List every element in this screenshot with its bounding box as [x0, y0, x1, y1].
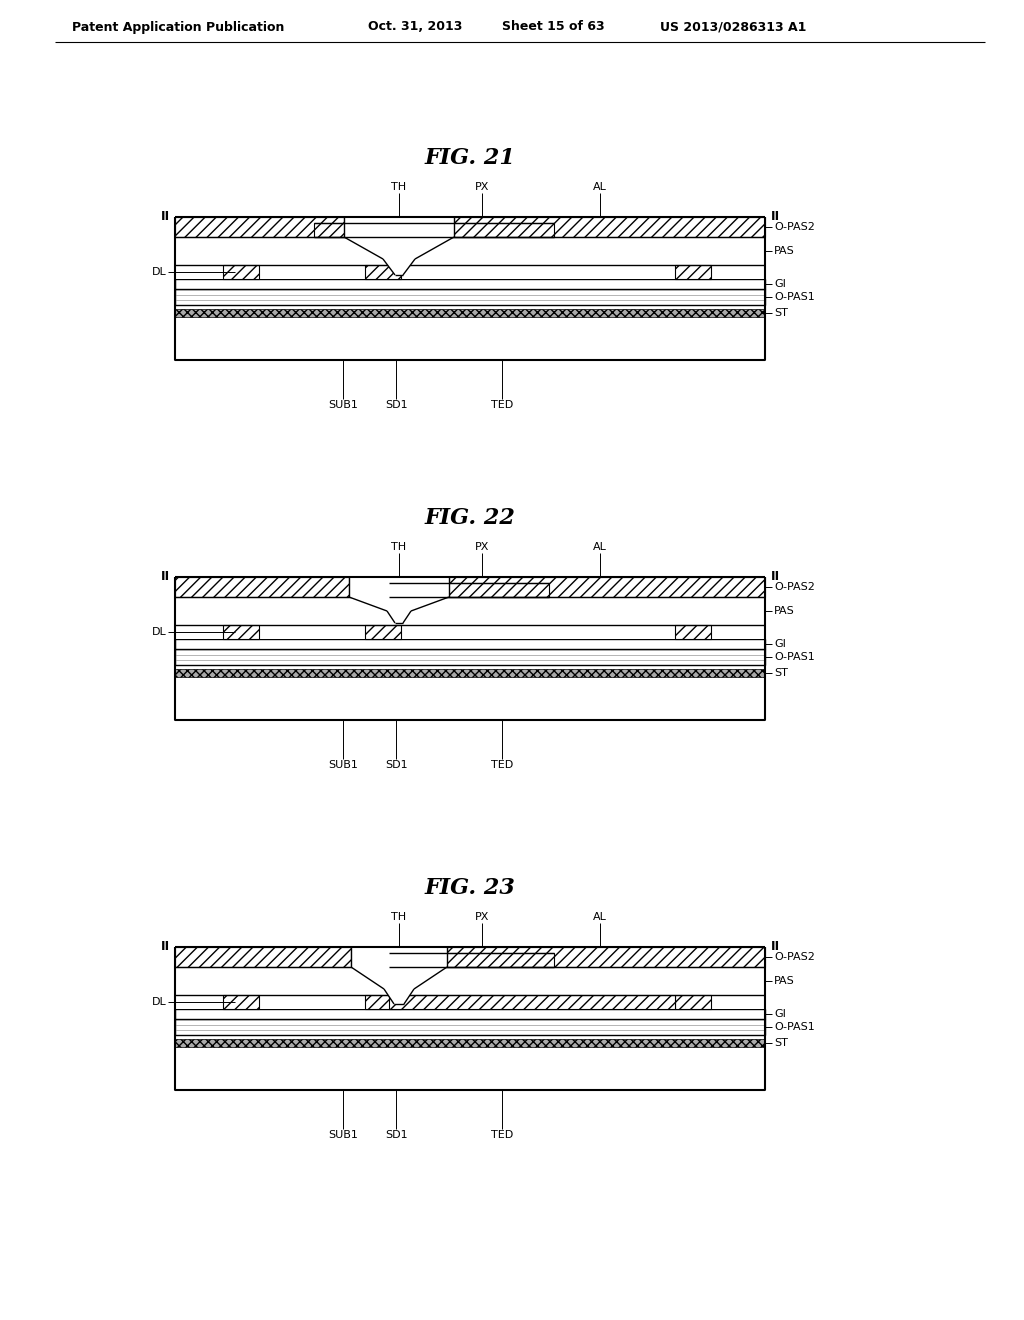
Bar	[175, 665, 765, 719]
Text: SD1: SD1	[385, 400, 408, 411]
Text: GI: GI	[774, 279, 785, 289]
Bar	[175, 1035, 765, 1090]
Text: Ⅱ: Ⅱ	[771, 210, 779, 223]
Text: TED: TED	[492, 760, 514, 770]
Text: SD1: SD1	[385, 760, 408, 770]
Text: Oct. 31, 2013: Oct. 31, 2013	[368, 21, 463, 33]
Text: Ⅱ: Ⅱ	[771, 940, 779, 953]
Text: TH: TH	[391, 543, 407, 552]
Text: O-PAS2: O-PAS2	[774, 582, 815, 591]
Text: DL: DL	[153, 627, 167, 638]
Bar	[175, 309, 765, 317]
Bar	[675, 265, 711, 279]
Text: PAS: PAS	[774, 606, 795, 616]
Text: FIG. 21: FIG. 21	[425, 147, 515, 169]
Text: SD1: SD1	[385, 1130, 408, 1140]
Text: SUB1: SUB1	[329, 400, 358, 411]
Bar	[223, 265, 259, 279]
Bar	[365, 995, 401, 1008]
Bar	[175, 216, 344, 238]
Bar	[675, 624, 711, 639]
Bar	[389, 583, 549, 597]
Bar	[175, 289, 765, 305]
Text: AL: AL	[593, 182, 607, 191]
Bar	[175, 1008, 765, 1019]
Bar	[175, 305, 765, 360]
Text: GI: GI	[774, 1008, 785, 1019]
Bar	[175, 577, 349, 597]
Text: O-PAS2: O-PAS2	[774, 952, 815, 962]
Bar	[175, 238, 765, 279]
Bar	[223, 995, 259, 1008]
Bar	[223, 624, 259, 639]
Text: Ⅱ: Ⅱ	[161, 210, 169, 223]
Text: Sheet 15 of 63: Sheet 15 of 63	[502, 21, 604, 33]
Bar	[175, 968, 765, 1008]
Text: Ⅱ: Ⅱ	[161, 940, 169, 953]
Bar	[365, 265, 401, 279]
Text: PX: PX	[474, 543, 489, 552]
Bar	[365, 624, 401, 639]
Bar	[175, 946, 351, 968]
Bar	[389, 995, 675, 1008]
Polygon shape	[344, 216, 454, 275]
Text: TED: TED	[492, 1130, 514, 1140]
Bar	[175, 649, 765, 665]
Bar	[447, 946, 765, 968]
Text: ST: ST	[774, 308, 787, 318]
Bar	[175, 1039, 765, 1047]
Text: Ⅱ: Ⅱ	[161, 570, 169, 583]
Text: TED: TED	[492, 400, 514, 411]
Text: PAS: PAS	[774, 246, 795, 256]
Text: PAS: PAS	[774, 975, 795, 986]
Bar	[175, 669, 765, 677]
Bar	[175, 597, 765, 639]
Bar	[175, 279, 765, 289]
Text: US 2013/0286313 A1: US 2013/0286313 A1	[660, 21, 806, 33]
Text: O-PAS1: O-PAS1	[774, 1022, 815, 1032]
Polygon shape	[349, 577, 449, 623]
Text: O-PAS1: O-PAS1	[774, 292, 815, 302]
Text: ST: ST	[774, 668, 787, 678]
Text: O-PAS2: O-PAS2	[774, 222, 815, 232]
Bar	[389, 953, 554, 968]
Bar	[314, 223, 554, 238]
Bar	[454, 216, 765, 238]
Text: PX: PX	[474, 182, 489, 191]
Text: GI: GI	[774, 639, 785, 649]
Bar	[175, 639, 765, 649]
Text: DL: DL	[153, 267, 167, 277]
Text: Patent Application Publication: Patent Application Publication	[72, 21, 285, 33]
Text: FIG. 22: FIG. 22	[425, 507, 515, 529]
Polygon shape	[351, 946, 447, 1005]
Text: AL: AL	[593, 912, 607, 921]
Text: TH: TH	[391, 182, 407, 191]
Text: PX: PX	[474, 912, 489, 921]
Bar	[449, 577, 765, 597]
Text: AL: AL	[593, 543, 607, 552]
Text: Ⅱ: Ⅱ	[771, 570, 779, 583]
Text: O-PAS1: O-PAS1	[774, 652, 815, 663]
Text: SUB1: SUB1	[329, 1130, 358, 1140]
Bar	[175, 1019, 765, 1035]
Text: DL: DL	[153, 997, 167, 1007]
Text: FIG. 23: FIG. 23	[425, 876, 515, 899]
Text: TH: TH	[391, 912, 407, 921]
Text: SUB1: SUB1	[329, 760, 358, 770]
Text: ST: ST	[774, 1038, 787, 1048]
Bar	[675, 995, 711, 1008]
